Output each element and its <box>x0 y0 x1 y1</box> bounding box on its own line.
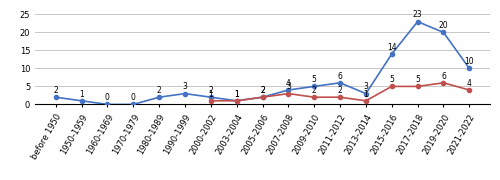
Steel VEs <box>466 67 472 69</box>
Timber VEs <box>286 93 292 95</box>
Text: 23: 23 <box>413 10 422 19</box>
Line: Timber VEs: Timber VEs <box>208 81 472 103</box>
Steel VEs <box>389 53 395 55</box>
Timber VEs <box>440 82 446 84</box>
Text: 0: 0 <box>131 93 136 102</box>
Timber VEs <box>234 100 239 102</box>
Timber VEs <box>260 96 266 98</box>
Steel VEs <box>234 100 239 102</box>
Text: 3: 3 <box>364 82 368 91</box>
Text: 14: 14 <box>387 43 396 52</box>
Steel VEs <box>182 93 188 95</box>
Steel VEs <box>156 96 162 98</box>
Text: 2: 2 <box>208 86 213 95</box>
Text: 2: 2 <box>54 86 58 95</box>
Steel VEs <box>52 96 59 98</box>
Timber VEs <box>311 96 317 98</box>
Steel VEs <box>363 93 369 95</box>
Timber VEs <box>363 100 369 102</box>
Text: 5: 5 <box>390 75 394 84</box>
Text: 6: 6 <box>338 72 342 81</box>
Steel VEs <box>440 31 446 33</box>
Steel VEs <box>78 100 84 102</box>
Text: 4: 4 <box>467 79 472 88</box>
Line: Steel VEs: Steel VEs <box>54 19 472 107</box>
Text: 2: 2 <box>260 86 265 95</box>
Timber VEs <box>337 96 343 98</box>
Text: 1: 1 <box>79 90 84 99</box>
Text: 1: 1 <box>234 90 239 99</box>
Steel VEs <box>311 85 317 87</box>
Text: 1: 1 <box>364 90 368 99</box>
Timber VEs <box>208 100 214 102</box>
Steel VEs <box>286 89 292 91</box>
Text: 2: 2 <box>312 86 316 95</box>
Text: 1: 1 <box>234 90 239 99</box>
Steel VEs <box>414 21 420 23</box>
Text: 2: 2 <box>338 86 342 95</box>
Text: 2: 2 <box>156 86 162 95</box>
Text: 1: 1 <box>208 90 213 99</box>
Timber VEs <box>466 89 472 91</box>
Steel VEs <box>208 96 214 98</box>
Text: 4: 4 <box>286 79 291 88</box>
Text: 20: 20 <box>438 21 448 30</box>
Timber VEs <box>414 85 420 87</box>
Text: 2: 2 <box>260 86 265 95</box>
Steel VEs <box>260 96 266 98</box>
Steel VEs <box>337 82 343 84</box>
Text: 5: 5 <box>415 75 420 84</box>
Text: 5: 5 <box>312 75 316 84</box>
Text: 3: 3 <box>286 82 291 91</box>
Text: 0: 0 <box>105 93 110 102</box>
Steel VEs <box>130 103 136 105</box>
Timber VEs <box>389 85 395 87</box>
Text: 6: 6 <box>441 72 446 81</box>
Steel VEs <box>104 103 110 105</box>
Text: 3: 3 <box>182 82 188 91</box>
Text: 10: 10 <box>464 57 474 66</box>
